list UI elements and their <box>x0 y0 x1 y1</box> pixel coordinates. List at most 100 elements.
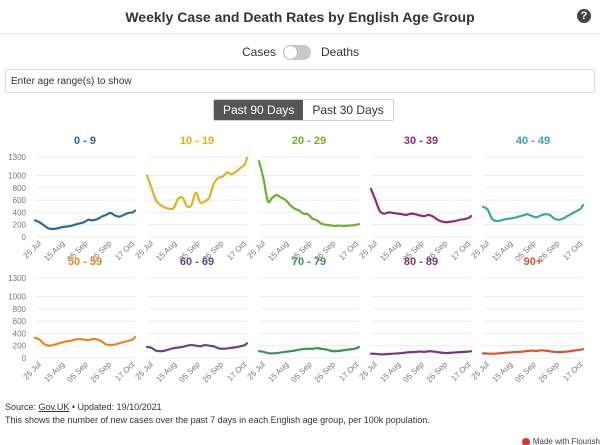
x-tick-label: 25 Jul <box>358 239 380 261</box>
x-tick-label: 15 Aug <box>266 239 290 263</box>
source-line: Source: Gov.UK • Updated: 19/10/2021 <box>5 402 162 412</box>
y-tick-label: 200 <box>13 221 27 230</box>
x-tick-label: 26 Sep <box>313 360 338 385</box>
panel-80-89: 80 - 89 25 Jul 15 Aug 05 Sep 26 Sep 17 Oct <box>358 256 473 384</box>
x-tick-label: 05 Sep <box>289 360 314 385</box>
x-tick-label: 25 Jul <box>22 239 44 261</box>
x-tick-label: 25 Jul <box>358 360 380 382</box>
series-line-40-49 <box>481 203 585 223</box>
x-tick-label: 25 Jul <box>246 360 268 382</box>
tab-past-90-days[interactable]: Past 90 Days <box>214 100 304 120</box>
y-tick-label: 1000 <box>8 292 26 301</box>
x-tick-label: 17 Oct <box>561 360 585 384</box>
x-tick-label: 17 Oct <box>225 239 249 263</box>
x-tick-label: 05 Sep <box>513 360 538 385</box>
x-tick-label: 25 Jul <box>134 239 156 261</box>
flourish-logo-icon <box>521 437 530 445</box>
y-tick-label: 1000 <box>8 171 26 180</box>
x-tick-label: 25 Jul <box>246 239 268 261</box>
x-tick-label: 15 Aug <box>154 239 178 263</box>
series-line-70-79 <box>257 345 361 355</box>
panel-70-79: 70 - 79 25 Jul 15 Aug 05 Sep 26 Sep 17 Oct <box>246 256 361 384</box>
x-tick-label: 26 Sep <box>201 360 226 385</box>
x-tick-label: 25 Jul <box>470 360 492 382</box>
y-tick-label: 600 <box>13 317 27 326</box>
y-tick-label: 1300 <box>8 153 26 162</box>
source-prefix: Source: <box>5 402 39 412</box>
y-tick-label: 400 <box>13 208 27 217</box>
y-tick-label: 0 <box>22 233 27 242</box>
x-tick-label: 17 Oct <box>449 239 473 263</box>
cases-deaths-toggle-switch[interactable] <box>283 45 311 60</box>
series-line-0-9 <box>33 209 137 231</box>
y-tick-label: 800 <box>13 305 27 314</box>
x-tick-label: 05 Sep <box>401 360 426 385</box>
x-tick-label: 17 Oct <box>113 239 137 263</box>
x-tick-label: 15 Aug <box>490 360 514 384</box>
panel-title-40-49: 40 - 49 <box>516 135 550 147</box>
series-line-50-59 <box>33 335 137 347</box>
x-tick-label: 15 Aug <box>490 239 514 263</box>
panel-title-20-29: 20 - 29 <box>292 135 326 147</box>
x-tick-label: 17 Oct <box>561 239 585 263</box>
y-tick-label: 200 <box>13 342 27 351</box>
panel-title-0-9: 0 - 9 <box>74 135 96 147</box>
x-tick-label: 15 Aug <box>378 239 402 263</box>
series-line-60-69 <box>145 342 249 353</box>
period-selector: Past 90 Days Past 30 Days <box>213 99 394 121</box>
series-line-90plus <box>481 347 585 355</box>
help-icon[interactable]: ? <box>577 9 591 23</box>
panel-title-50-59: 50 - 59 <box>68 256 102 268</box>
panel-title-90plus: 90+ <box>524 256 543 268</box>
x-tick-label: 26 Sep <box>537 360 562 385</box>
age-range-filter-input[interactable] <box>5 69 595 93</box>
y-tick-label: 800 <box>13 184 27 193</box>
panel-title-30-39: 30 - 39 <box>404 135 438 147</box>
x-tick-label: 15 Aug <box>378 360 402 384</box>
y-tick-label: 1300 <box>8 274 26 283</box>
chart-description: This shows the number of new cases over … <box>5 415 430 425</box>
toggle-label-cases[interactable]: Cases <box>241 45 276 59</box>
x-tick-label: 17 Oct <box>113 360 137 384</box>
source-link[interactable]: Gov.UK <box>38 402 70 412</box>
y-tick-label: 0 <box>22 354 27 363</box>
series-line-20-29 <box>257 160 361 228</box>
x-tick-label: 17 Oct <box>449 360 473 384</box>
x-tick-label: 25 Jul <box>134 360 156 382</box>
toggle-label-deaths[interactable]: Deaths <box>321 45 360 59</box>
x-tick-label: 17 Oct <box>337 239 361 263</box>
y-tick-label: 600 <box>13 196 27 205</box>
toggle-knob <box>284 46 297 59</box>
panel-title-80-89: 80 - 89 <box>404 256 438 268</box>
header-bar: Weekly Case and Death Rates by English A… <box>0 0 600 34</box>
x-tick-label: 05 Sep <box>65 360 90 385</box>
x-tick-label: 25 Jul <box>22 360 44 382</box>
series-line-10-19 <box>145 156 249 211</box>
series-line-30-39 <box>369 187 473 224</box>
x-tick-label: 17 Oct <box>225 360 249 384</box>
flourish-badge[interactable]: Made with Flourish <box>521 437 600 445</box>
flourish-badge-label: Made with Flourish <box>532 437 600 445</box>
x-tick-label: 15 Aug <box>42 239 66 263</box>
page-title: Weekly Case and Death Rates by English A… <box>125 9 475 25</box>
panel-60-69: 60 - 69 25 Jul 15 Aug 05 Sep 26 Sep 17 Oct <box>134 256 249 384</box>
y-tick-label: 400 <box>13 329 27 338</box>
x-tick-label: 15 Aug <box>266 360 290 384</box>
panel-title-60-69: 60 - 69 <box>180 256 214 268</box>
x-tick-label: 17 Oct <box>337 360 361 384</box>
x-tick-label: 05 Sep <box>177 360 202 385</box>
x-tick-label: 26 Sep <box>425 360 450 385</box>
updated-text: • Updated: 19/10/2021 <box>69 402 162 412</box>
panel-title-70-79: 70 - 79 <box>292 256 326 268</box>
panel-50-59: 50 - 59 0 200 400 600 800 1000 1300 25 Jul 15 Aug… <box>8 256 137 384</box>
panel-90plus: 90+ 25 Jul 15 Aug 05 Sep 26 Sep 17 Oct <box>470 256 585 384</box>
x-tick-label: 26 Sep <box>89 360 114 385</box>
metric-toggle-row: Cases Deaths <box>0 44 600 62</box>
tab-past-30-days[interactable]: Past 30 Days <box>303 100 393 120</box>
